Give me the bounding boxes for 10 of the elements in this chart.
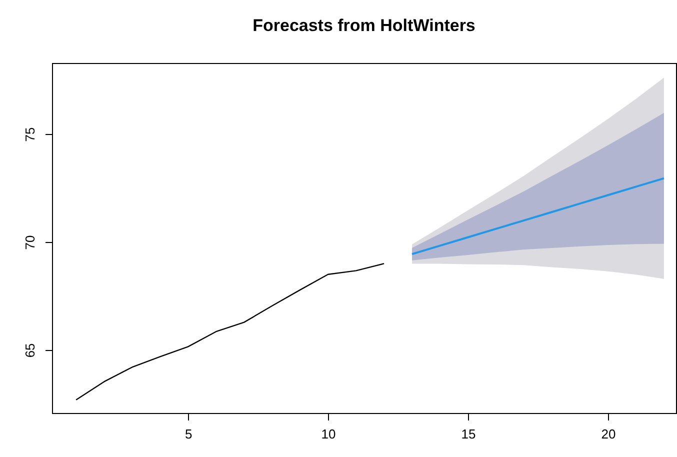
line-series: [411, 177, 665, 256]
x-tick-label: 20: [601, 426, 616, 442]
x-tick-label: 10: [321, 426, 336, 442]
chart-title: Forecasts from HoltWinters: [252, 16, 476, 35]
y-tick-label: 75: [22, 127, 38, 142]
x-tick-label: 15: [461, 426, 476, 442]
y-tick-label: 65: [22, 343, 38, 358]
x-tick-label: 5: [184, 426, 192, 442]
line-series: [75, 262, 385, 400]
y-tick-label: 70: [22, 235, 38, 250]
